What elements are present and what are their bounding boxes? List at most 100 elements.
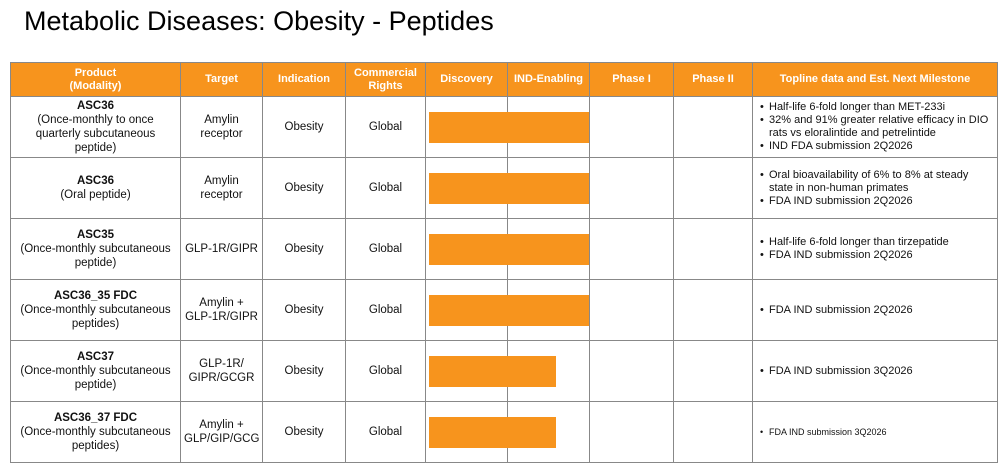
product-modality: (Once-monthly subcutaneous peptides) [20, 304, 171, 330]
header-cell: Commercial Rights [345, 62, 426, 97]
product-name: ASC36 [76, 175, 115, 187]
table-row: ASC36 (Oral peptide) Amylin receptor Obesit… [10, 157, 998, 219]
indication-cell: Obesity [262, 96, 346, 158]
milestone-list: Half-life 6-fold longer than MET-233i32%… [759, 101, 994, 153]
discovery-cell [425, 279, 589, 341]
header-cell: Target [180, 62, 263, 97]
phase1-cell [589, 157, 674, 219]
table-row: ASC35 (Once-monthly subcutaneous peptide)… [10, 218, 998, 280]
phase1-cell [589, 401, 674, 463]
phase2-cell [673, 340, 753, 402]
header-row: Product (Modality) Target Indication Commer… [10, 62, 998, 97]
table-row: ASC36_35 FDC (Once-monthly subcutaneous p… [10, 279, 998, 341]
target-cell: GLP-1R/GIPR [180, 218, 263, 280]
product-cell: ASC36_35 FDC (Once-monthly subcutaneous p… [10, 279, 181, 341]
phase1-cell [589, 279, 674, 341]
product-name: ASC36_35 FDC [53, 290, 138, 302]
product-name: ASC36 [76, 100, 115, 112]
milestone-list: Oral bioavailability of 6% to 8% at stea… [759, 169, 994, 208]
product-cell: ASC36 (Oral peptide) [10, 157, 181, 219]
milestone-item: Half-life 6-fold longer than MET-233i [760, 101, 994, 114]
header-cell: Topline data and Est. Next Milestone [752, 62, 998, 97]
header-cell: IND-Enabling [507, 62, 590, 97]
product-name: ASC35 [76, 229, 115, 241]
product-modality: (Once-monthly to once quarterly subcutan… [35, 114, 156, 154]
milestone-cell: Half-life 6-fold longer than MET-233i32%… [752, 96, 998, 158]
target-cell: Amylin + GLP/GIP/GCG [180, 401, 263, 463]
milestone-list: FDA IND submission 3Q2026 [759, 426, 994, 439]
indication-cell: Obesity [262, 157, 346, 219]
discovery-cell [425, 218, 589, 280]
header-cell: Discovery [425, 62, 508, 97]
header-cell: Phase II [673, 62, 753, 97]
progress-bar [429, 112, 589, 143]
milestone-item: Half-life 6-fold longer than tirzepatide [760, 236, 994, 249]
milestone-item: 32% and 91% greater relative efficacy in… [760, 114, 994, 140]
product-modality: (Oral peptide) [60, 189, 131, 201]
indication-cell: Obesity [262, 279, 346, 341]
discovery-cell [425, 96, 589, 158]
target-cell: Amylin + GLP-1R/GIPR [180, 279, 263, 341]
product-cell: ASC36_37 FDC (Once-monthly subcutaneous p… [10, 401, 181, 463]
rights-cell: Global [345, 96, 426, 158]
header-cell: Phase I [589, 62, 674, 97]
rights-cell: Global [345, 218, 426, 280]
indication-cell: Obesity [262, 218, 346, 280]
milestone-item: FDA IND submission 3Q2026 [760, 365, 994, 378]
product-cell: ASC35 (Once-monthly subcutaneous peptide) [10, 218, 181, 280]
discovery-cell [425, 157, 589, 219]
milestone-cell: Half-life 6-fold longer than tirzepatide… [752, 218, 998, 280]
milestone-list: Half-life 6-fold longer than tirzepatide… [759, 236, 994, 262]
milestone-item: FDA IND submission 3Q2026 [760, 426, 994, 439]
product-cell: ASC37 (Once-monthly subcutaneous peptide) [10, 340, 181, 402]
table-row: ASC37 (Once-monthly subcutaneous peptide)… [10, 340, 998, 402]
table-body: ASC36 (Once-monthly to once quarterly sub… [10, 96, 998, 463]
table-row: ASC36_37 FDC (Once-monthly subcutaneous p… [10, 401, 998, 463]
phase1-cell [589, 340, 674, 402]
milestone-cell: FDA IND submission 2Q2026 [752, 279, 998, 341]
rights-cell: Global [345, 401, 426, 463]
phase2-cell [673, 401, 753, 463]
milestone-cell: Oral bioavailability of 6% to 8% at stea… [752, 157, 998, 219]
phase2-cell [673, 96, 753, 158]
milestone-item: FDA IND submission 2Q2026 [760, 304, 994, 317]
product-modality: (Once-monthly subcutaneous peptides) [20, 426, 171, 452]
milestone-item: FDA IND submission 2Q2026 [760, 249, 994, 262]
table-row: ASC36 (Once-monthly to once quarterly sub… [10, 96, 998, 158]
product-name: ASC36_37 FDC [53, 412, 138, 424]
phase1-cell [589, 96, 674, 158]
rights-cell: Global [345, 157, 426, 219]
milestone-item: Oral bioavailability of 6% to 8% at stea… [760, 169, 994, 195]
progress-bar [429, 234, 589, 265]
milestone-item: FDA IND submission 2Q2026 [760, 195, 994, 208]
header-cell: Indication [262, 62, 346, 97]
target-cell: Amylin receptor [180, 157, 263, 219]
header-cell: Product (Modality) [10, 62, 181, 97]
page-title: Metabolic Diseases: Obesity - Peptides [24, 6, 494, 36]
phase2-cell [673, 157, 753, 219]
progress-bar [429, 173, 589, 204]
pipeline-table: Product (Modality) Target Indication Commer… [10, 62, 998, 463]
progress-bar [429, 295, 589, 326]
product-modality: (Once-monthly subcutaneous peptide) [20, 365, 171, 391]
rights-cell: Global [345, 279, 426, 341]
target-cell: GLP-1R/ GIPR/GCGR [180, 340, 263, 402]
milestone-cell: FDA IND submission 3Q2026 [752, 401, 998, 463]
rights-cell: Global [345, 340, 426, 402]
discovery-cell [425, 340, 557, 402]
product-modality: (Once-monthly subcutaneous peptide) [20, 243, 171, 269]
phase1-cell [589, 218, 674, 280]
milestone-item: IND FDA submission 2Q2026 [760, 140, 994, 153]
progress-bar [429, 417, 557, 448]
indication-cell: Obesity [262, 340, 346, 402]
milestone-list: FDA IND submission 2Q2026 [759, 304, 994, 317]
indication-cell: Obesity [262, 401, 346, 463]
progress-bar [429, 356, 557, 387]
target-cell: Amylin receptor [180, 96, 263, 158]
phase2-cell [673, 279, 753, 341]
product-cell: ASC36 (Once-monthly to once quarterly sub… [10, 96, 181, 158]
milestone-list: FDA IND submission 3Q2026 [759, 365, 994, 378]
discovery-cell [425, 401, 557, 463]
product-name: ASC37 [76, 351, 115, 363]
